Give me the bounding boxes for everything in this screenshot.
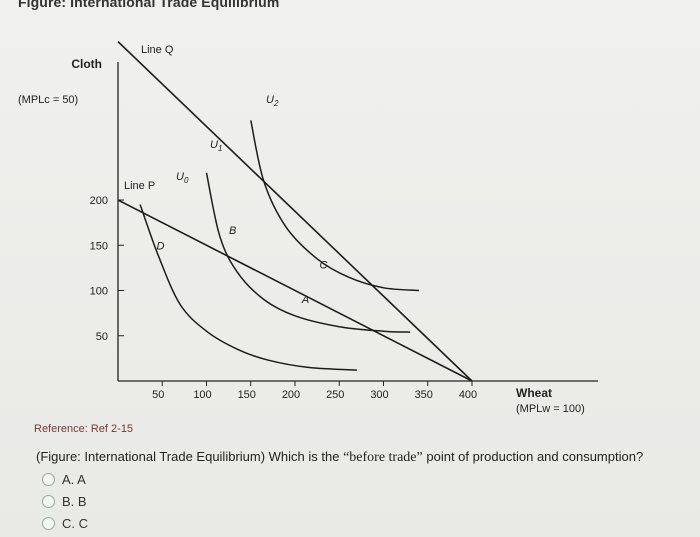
x-axis-title: Wheat bbox=[516, 386, 552, 400]
line-p-label: Line P bbox=[124, 180, 155, 192]
curve-label-u1: U1 bbox=[210, 139, 222, 153]
y-tick-label-100: 100 bbox=[90, 286, 108, 298]
x-tick-label-400: 400 bbox=[459, 389, 477, 401]
indifference-curve-u1 bbox=[205, 172, 411, 333]
line-q bbox=[117, 41, 473, 382]
line-q-label: Line Q bbox=[141, 44, 174, 56]
option-b[interactable]: B. B bbox=[42, 492, 87, 510]
indifference-curve-u0 bbox=[139, 204, 357, 371]
chart-labels: Line Q Line P U0 U1 U2 A B C D bbox=[124, 44, 328, 306]
point-label-a: A bbox=[301, 294, 309, 306]
axes: 50 100 150 200 50 100 150 200 250 300 350 400 Cloth (… bbox=[18, 57, 598, 415]
y-axis-title: Cloth bbox=[71, 57, 102, 71]
y-tick-label-50: 50 bbox=[96, 331, 108, 343]
x-tick-label-350: 350 bbox=[415, 389, 433, 401]
option-b-radio[interactable] bbox=[42, 494, 55, 508]
x-tick-label-150: 150 bbox=[238, 389, 256, 401]
option-a-label: A. A bbox=[62, 471, 86, 487]
y-axis-subtitle: (MPLc = 50) bbox=[18, 94, 78, 106]
x-axis-subtitle: (MPLw = 100) bbox=[516, 403, 585, 415]
price-lines bbox=[117, 41, 473, 382]
trade-equilibrium-diagram: 50 100 150 200 50 100 150 200 250 300 350 400 Cloth (… bbox=[18, 41, 598, 415]
x-tick-label-200: 200 bbox=[282, 389, 300, 401]
point-label-b: B bbox=[229, 225, 236, 237]
indifference-curve-u2 bbox=[250, 120, 419, 292]
x-tick-label-50: 50 bbox=[152, 389, 164, 401]
x-tick-label-250: 250 bbox=[326, 389, 344, 401]
option-c[interactable]: C. C bbox=[42, 514, 88, 532]
figure-title: Figure: International Trade Equilibrium bbox=[18, 0, 280, 10]
question-quoted: “before trade” bbox=[343, 450, 423, 465]
reference-text: Reference: Ref 2-15 bbox=[34, 423, 134, 435]
y-tick-label-200: 200 bbox=[90, 195, 108, 207]
curve-label-u0: U0 bbox=[176, 171, 189, 185]
question-suffix: point of production and consumption? bbox=[422, 449, 644, 464]
option-a-radio[interactable] bbox=[42, 472, 55, 486]
line-p bbox=[117, 199, 473, 382]
question-text: (Figure: International Trade Equilibrium… bbox=[36, 449, 643, 466]
y-tick-label-150: 150 bbox=[90, 240, 108, 252]
option-b-label: B. B bbox=[62, 493, 87, 509]
option-a[interactable]: A. A bbox=[42, 470, 86, 488]
point-label-d: D bbox=[156, 240, 164, 252]
question-prefix: (Figure: International Trade Equilibrium… bbox=[36, 449, 344, 464]
curve-label-u2: U2 bbox=[266, 94, 279, 108]
option-c-radio[interactable] bbox=[42, 516, 55, 530]
x-tick-label-300: 300 bbox=[370, 389, 388, 401]
x-tick-label-100: 100 bbox=[193, 389, 211, 401]
option-c-label: C. C bbox=[62, 515, 88, 531]
point-label-c: C bbox=[320, 259, 328, 271]
